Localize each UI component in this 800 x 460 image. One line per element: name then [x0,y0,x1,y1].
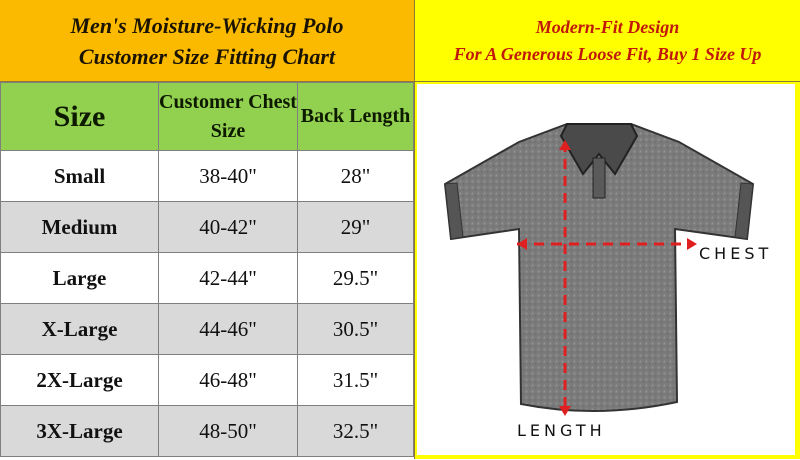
title-line-2: Customer Size Fitting Chart [78,43,336,69]
table-row: Large 42-44" 29.5" [0,252,414,304]
chest-cell: 38-40" [158,150,298,202]
polo-shirt-image [443,123,755,416]
size-chart: Men's Moisture-Wicking Polo Customer Siz… [0,0,414,457]
size-cell: Medium [0,201,159,253]
length-cell: 30.5" [297,303,414,355]
fit-panel: Modern-Fit Design For A Generous Loose F… [414,0,800,459]
table-row: 2X-Large 46-48" 31.5" [0,354,414,406]
size-cell: Small [0,150,159,202]
chest-cell: 46-48" [158,354,298,406]
size-cell: Large [0,252,159,304]
header-chest: Customer Chest Size [158,82,298,151]
size-table: Size Customer Chest Size Back Length Sma… [0,82,414,457]
size-cell: X-Large [0,303,159,355]
length-cell: 31.5" [297,354,414,406]
length-cell: 32.5" [297,405,414,457]
table-row: Medium 40-42" 29" [0,201,414,253]
chest-cell: 40-42" [158,201,298,253]
note-line-1: Modern-Fit Design [535,16,680,37]
polo-diagram: CHEST LENGTH [417,84,795,455]
length-cell: 29.5" [297,252,414,304]
title-line-1: Men's Moisture-Wicking Polo [70,12,344,38]
length-arrow-down-icon [559,406,571,416]
header-length: Back Length [297,82,414,151]
length-arrow-up-icon [559,140,571,150]
length-cell: 29" [297,201,414,253]
note-line-2: For A Generous Loose Fit, Buy 1 Size Up [453,43,762,64]
chest-arrow-left-icon [517,238,527,250]
table-row: X-Large 44-46" 30.5" [0,303,414,355]
chest-label: CHEST [699,244,773,263]
table-row: Small 38-40" 28" [0,150,414,202]
table-row: 3X-Large 48-50" 32.5" [0,405,414,457]
chest-cell: 44-46" [158,303,298,355]
header-row: Size Customer Chest Size Back Length [0,82,414,151]
chest-arrow-right-icon [687,238,697,250]
fit-note: Modern-Fit Design For A Generous Loose F… [415,0,800,82]
length-cell: 28" [297,150,414,202]
chest-cell: 48-50" [158,405,298,457]
length-label: LENGTH [517,421,606,440]
header-size: Size [0,82,159,151]
chest-cell: 42-44" [158,252,298,304]
size-cell: 2X-Large [0,354,159,406]
size-cell: 3X-Large [0,405,159,457]
chart-title: Men's Moisture-Wicking Polo Customer Siz… [0,0,414,82]
